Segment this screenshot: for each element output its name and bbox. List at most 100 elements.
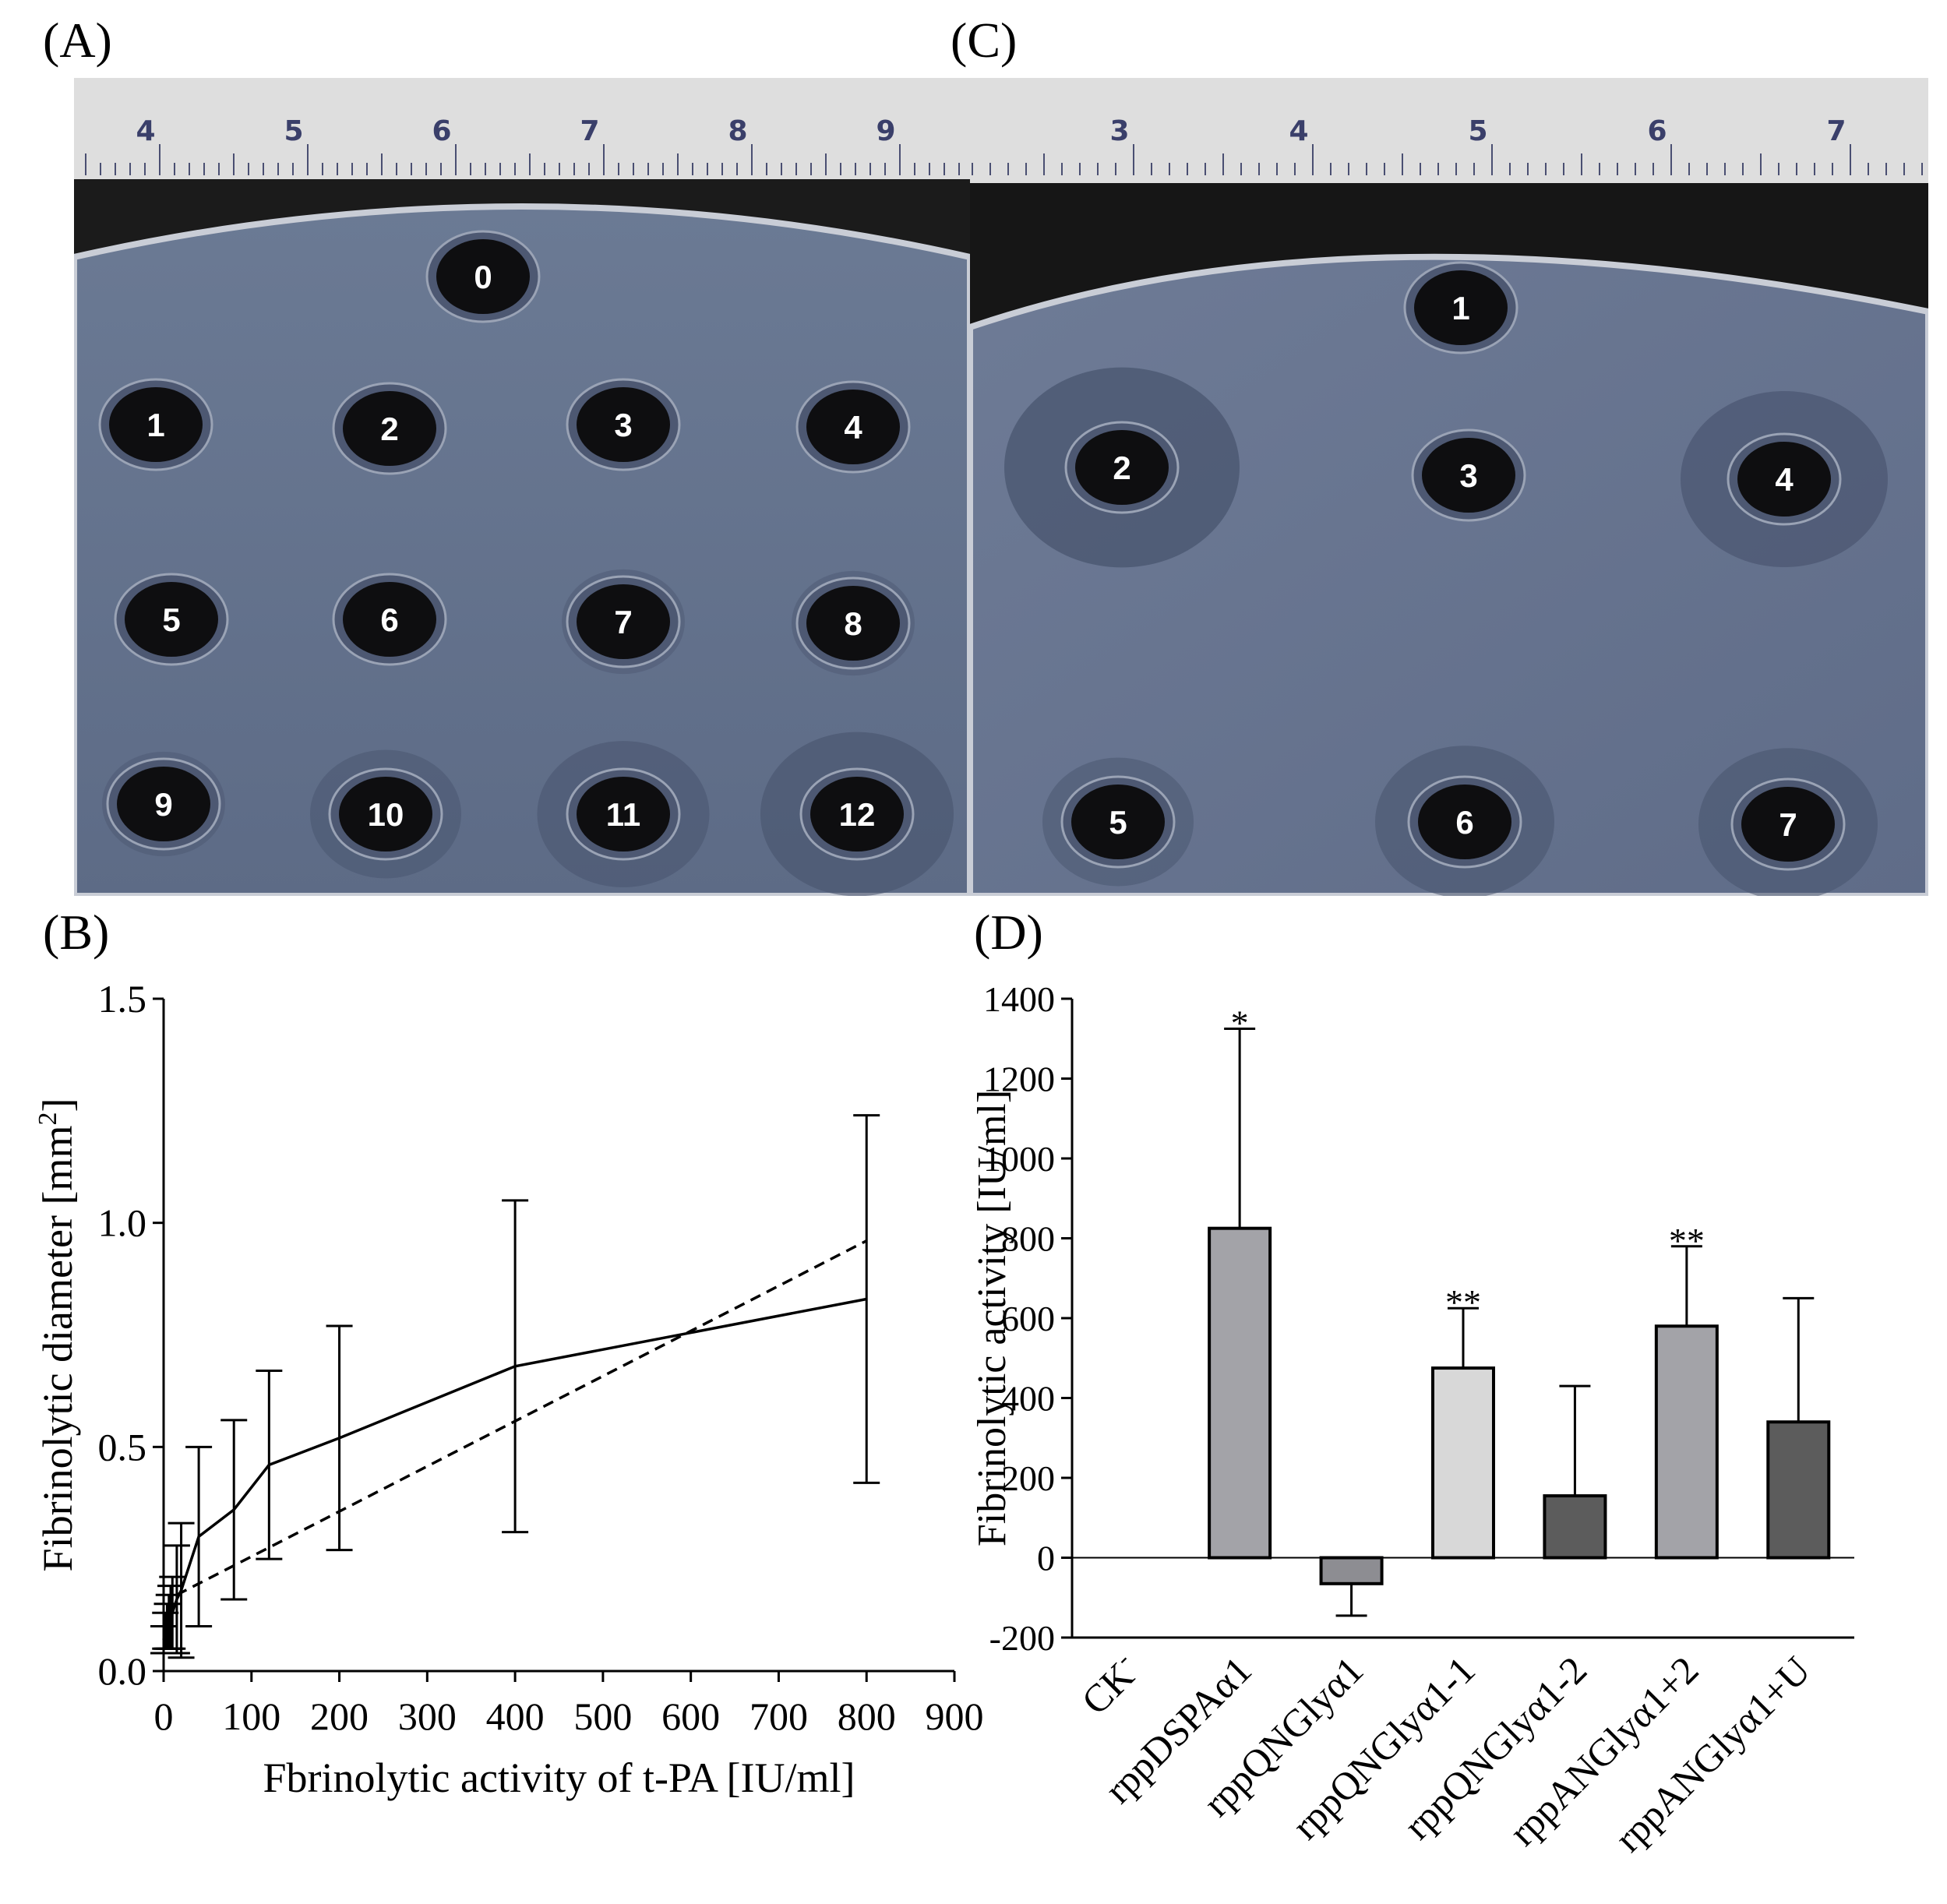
ruler-number: 5: [284, 115, 303, 147]
y-tick-label: 1200: [983, 1060, 1055, 1099]
well-label: 5: [162, 601, 180, 638]
well-label: 4: [1775, 461, 1794, 498]
bar: [1431, 1366, 1495, 1560]
y-axis-label-main: Fibrinolytic diameter [mm: [34, 1126, 81, 1572]
error-bar: [185, 1445, 213, 1627]
error-bar: [256, 1370, 283, 1560]
well-hole: [117, 767, 210, 841]
well-label: 6: [380, 601, 398, 638]
ruler-ticks: [85, 144, 960, 175]
well-7: 7: [562, 569, 685, 675]
y-tick-label: 0: [1037, 1539, 1055, 1578]
y-tick-label: -200: [989, 1618, 1055, 1658]
panel-label-b: (B): [43, 904, 110, 960]
well-hole: [810, 777, 904, 852]
well-label: 6: [1455, 804, 1473, 841]
well-0: 0: [425, 230, 541, 323]
ruler-number: 5: [1468, 115, 1487, 147]
error-bar: [168, 1521, 195, 1659]
x-tick-label: rppANGlyα1+U: [1607, 1648, 1819, 1860]
y-axis-label: Fibrinolytic diameter [mm2]: [34, 1098, 81, 1572]
well-hole: [109, 387, 203, 462]
well-hole: [577, 584, 670, 659]
well-7: 7: [1698, 748, 1878, 896]
y-tick-label: 1000: [983, 1139, 1055, 1179]
y-tick-label: 0.0: [98, 1649, 147, 1693]
ruler: [970, 78, 1928, 183]
chart-d: -200 0 200 400 600 800 1000 1200 1400 CK- * rppDSP…: [970, 958, 1947, 1900]
x-tick-label: 100: [222, 1694, 280, 1738]
bar-group: CK-: [1070, 1645, 1148, 1722]
panel-label-d: (D): [974, 904, 1043, 960]
well-1: 1: [98, 378, 213, 471]
well-label: 11: [606, 796, 640, 833]
y-tick-label: 1.0: [98, 1201, 147, 1245]
well-12: 12: [760, 732, 954, 896]
y-axis-label-superscript: 2: [34, 1112, 62, 1126]
well-hole: [1071, 785, 1165, 859]
ruler-number: 8: [728, 115, 747, 147]
x-tick-label: 200: [310, 1694, 369, 1738]
well-label: 2: [1113, 450, 1130, 486]
well-4: 4: [795, 380, 911, 474]
y-tick-label: 600: [1001, 1299, 1055, 1338]
x-tick-label: 700: [750, 1694, 808, 1738]
well-hole: [343, 391, 436, 466]
well-hole: [806, 586, 900, 661]
y-axis-label-close: ]: [34, 1098, 81, 1112]
x-tick-label: 0: [154, 1694, 174, 1738]
well-hole: [1418, 785, 1511, 859]
well-hole: [1741, 787, 1835, 862]
ruler-number: 4: [1289, 115, 1308, 147]
well-label: 3: [1459, 457, 1477, 494]
x-axis-label: Fbrinolytic activity of t-PA [IU/ml]: [263, 1754, 855, 1801]
well-1: 1: [1403, 261, 1518, 354]
x-tick-label: 600: [661, 1694, 720, 1738]
well-hole: [1737, 442, 1831, 517]
x-tick-label-text: rppANGlyα1+U: [1607, 1648, 1819, 1860]
well-2: 2: [332, 382, 447, 475]
well-hole: [577, 777, 670, 852]
well-hole: [1075, 430, 1169, 505]
x-tick-label: 400: [486, 1694, 545, 1738]
error-bar: [152, 1611, 179, 1650]
petri-dish: [74, 203, 970, 896]
x-tick-label: 500: [573, 1694, 632, 1738]
well-5: 5: [1042, 757, 1194, 887]
ruler-number: 6: [1647, 115, 1667, 147]
error-bar: [163, 1544, 190, 1655]
well-label: 5: [1109, 804, 1127, 841]
well-10: 10: [310, 749, 461, 879]
well-hole: [436, 239, 530, 314]
well-6: 6: [1375, 746, 1554, 896]
x-tick-label-text: rppANGlyα1+2: [1501, 1648, 1707, 1854]
y-tick-label: 200: [1001, 1458, 1055, 1498]
well-hole: [806, 390, 900, 464]
x-tick-label: rppANGlyα1+2: [1501, 1648, 1707, 1854]
bar: [1319, 1556, 1384, 1585]
y-tick-label: 800: [1001, 1219, 1055, 1259]
panel-label-a: (A): [43, 12, 112, 68]
well-label: 7: [1779, 806, 1797, 843]
well-3: 3: [566, 378, 681, 471]
well-hole: [1414, 270, 1508, 345]
ruler-ticks: [972, 144, 1923, 175]
well-label: 1: [1451, 290, 1469, 326]
well-8: 8: [792, 570, 915, 676]
well-hole: [577, 387, 670, 462]
well-label: 2: [380, 411, 398, 447]
ruler: [74, 78, 970, 179]
chart-b: 0 100 200 300 400 500 600 700 800 900 0.0 0.5 1.0 1.5…: [0, 958, 997, 1900]
x-tick-label: 800: [838, 1694, 896, 1738]
ruler-number: 4: [136, 115, 155, 147]
significance-marker: **: [1669, 1221, 1705, 1261]
ruler-number: 7: [1826, 115, 1846, 147]
plate-photo-c: 1 2 3 4 5 6 7 3 4 5 6 7: [970, 78, 1928, 896]
x-tick-label: CK-: [1070, 1645, 1148, 1722]
panel-label-c: (C): [951, 12, 1018, 68]
x-tick-label: 300: [398, 1694, 457, 1738]
error-bar: [853, 1114, 880, 1484]
significance-marker: *: [1231, 1003, 1249, 1042]
well-label: 8: [844, 605, 862, 642]
